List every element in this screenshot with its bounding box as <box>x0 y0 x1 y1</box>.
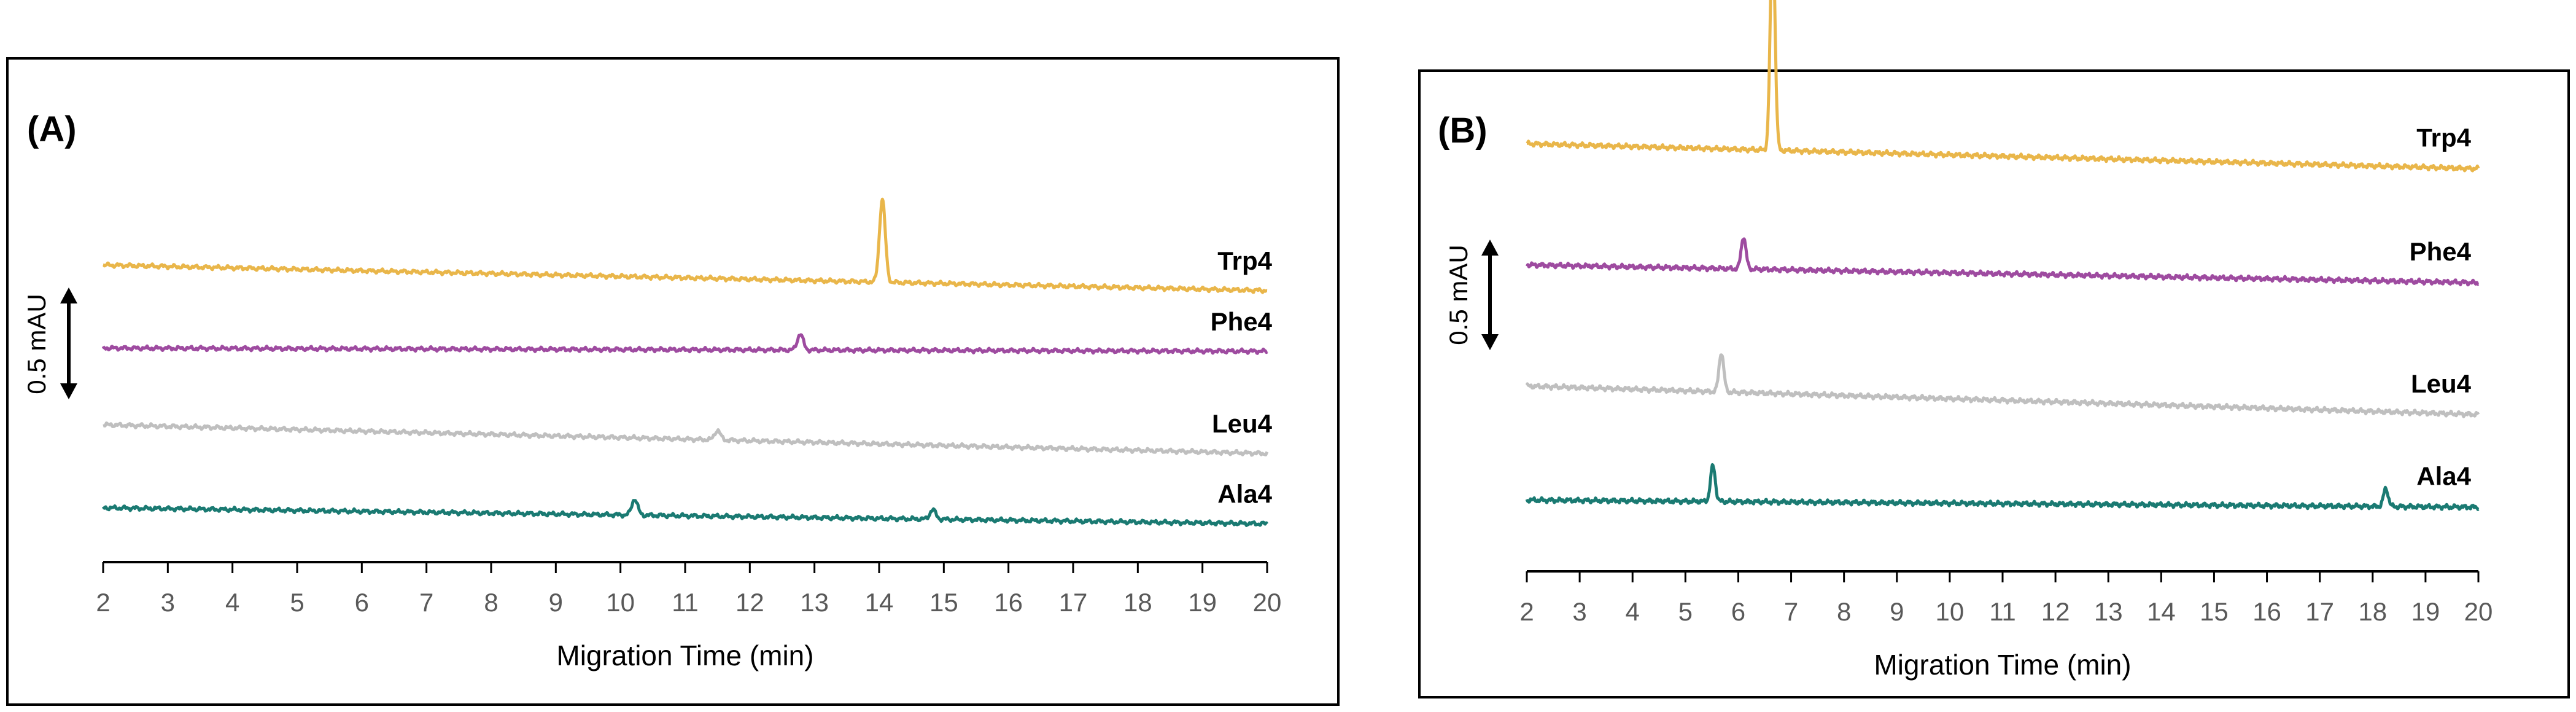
panel-a-x-axis-title: Migration Time (min) <box>556 640 813 671</box>
panel-a-tick-label-19: 19 <box>1188 588 1217 617</box>
panel-b-tick-label-18: 18 <box>2358 597 2387 626</box>
panel-b-tick-label-3: 3 <box>1572 597 1586 626</box>
panel-a-tick-label-3: 3 <box>161 588 175 617</box>
panel-a-letter: (A) <box>27 109 77 149</box>
panel-a: (A) 2 3 4 5 6 7 8 9 10 11 12 13 14 15 16 17 18 19 20 Migrati… <box>6 57 1340 706</box>
panel-a-tick-label-6: 6 <box>355 588 369 617</box>
panel-b-series-label-phe4: Phe4 <box>2410 237 2472 266</box>
panel-b-trace-trp4 <box>1526 0 2480 173</box>
panel-a-tick-label-10: 10 <box>606 588 635 617</box>
panel-a-series-label-ala4: Ala4 <box>1217 480 1272 509</box>
panel-a-trace-ala4 <box>101 499 1269 527</box>
panel-b-tick-label-5: 5 <box>1678 597 1693 626</box>
panel-b-series-label-trp4: Trp4 <box>2416 123 2471 152</box>
panel-a-tick-label-14: 14 <box>865 588 894 617</box>
panel-a-series-label-trp4: Trp4 <box>1217 246 1272 275</box>
panel-b-tick-label-13: 13 <box>2094 597 2123 626</box>
panel-b-tick-label-12: 12 <box>2041 597 2070 626</box>
panel-b-scale-bar: 0.5 mAU <box>1444 240 1499 350</box>
panel-a-tick-label-15: 15 <box>929 588 958 617</box>
panel-a-tick-label-4: 4 <box>225 588 239 617</box>
panel-b-tick-label-7: 7 <box>1784 597 1798 626</box>
panel-a-scale-bar-label: 0.5 mAU <box>22 294 51 394</box>
panel-a-tick-label-7: 7 <box>419 588 433 617</box>
panel-b-tick-label-19: 19 <box>2411 597 2440 626</box>
panel-a-scale-bar-arrow-up <box>60 288 77 303</box>
panel-a-frame <box>6 57 1340 706</box>
panel-b-trace-phe4 <box>1525 237 2480 287</box>
panel-b-x-axis-title: Migration Time (min) <box>1874 649 2131 681</box>
panel-a-tick-label-17: 17 <box>1059 588 1088 617</box>
panel-a-tick-label-11: 11 <box>672 588 699 617</box>
panel-a-series-label-leu4: Leu4 <box>1212 409 1273 438</box>
panel-b-tick-label-15: 15 <box>2200 597 2229 626</box>
panel-b-tick-label-8: 8 <box>1837 597 1851 626</box>
panel-a-tick-label-16: 16 <box>994 588 1023 617</box>
panel-a-tick-label-9: 9 <box>549 588 563 617</box>
panel-a-series-label-phe4: Phe4 <box>1211 307 1273 336</box>
panel-b-tick-label-9: 9 <box>1890 597 1904 626</box>
panel-b-tick-label-4: 4 <box>1626 597 1640 626</box>
panel-b-series-label-ala4: Ala4 <box>2416 462 2471 491</box>
panel-b-tick-label-6: 6 <box>1731 597 1745 626</box>
panel-b-tick-label-14: 14 <box>2147 597 2176 626</box>
panel-b-scale-bar-arrow-up <box>1481 240 1499 256</box>
panel-a-tick-label-20: 20 <box>1253 588 1282 617</box>
panel-b-scale-bar-label: 0.5 mAU <box>1444 245 1473 345</box>
panel-b-tick-label-16: 16 <box>2252 597 2281 626</box>
panel-b-trace-leu4 <box>1525 353 2480 418</box>
panel-a-tick-label-2: 2 <box>96 588 110 617</box>
panel-b-frame <box>1418 69 2570 698</box>
panel-b-tick-label-17: 17 <box>2305 597 2334 626</box>
panel-b-tick-label-20: 20 <box>2464 597 2493 626</box>
panel-a-tick-label-5: 5 <box>290 588 304 617</box>
panel-b-trace-ala4 <box>1525 463 2480 511</box>
panel-b-letter: (B) <box>1438 111 1488 151</box>
panel-a-tick-label-12: 12 <box>735 588 764 617</box>
panel-a-trace-trp4 <box>102 197 1268 294</box>
panel-b-tick-label-2: 2 <box>1519 597 1534 626</box>
panel-b-scale-bar-arrow-down <box>1481 334 1499 350</box>
panel-b-series-label-leu4: Leu4 <box>2411 369 2472 398</box>
panel-a-scale-bar-arrow-down <box>60 383 77 399</box>
panel-a-tick-label-8: 8 <box>484 588 498 617</box>
panel-a-tick-label-18: 18 <box>1123 588 1152 617</box>
panel-b: (B) 2 3 4 5 6 7 8 9 10 11 12 13 14 15 16 17 18 19 20 Migrati… <box>1418 0 2570 698</box>
panel-b-tick-label-10: 10 <box>1936 597 1965 626</box>
panel-b-tick-label-11: 11 <box>1989 597 2016 626</box>
panel-a-scale-bar: 0.5 mAU <box>22 288 77 399</box>
panel-a-tick-label-13: 13 <box>800 588 829 617</box>
panel-a-trace-phe4 <box>101 333 1268 355</box>
panel-a-trace-leu4 <box>102 421 1269 457</box>
